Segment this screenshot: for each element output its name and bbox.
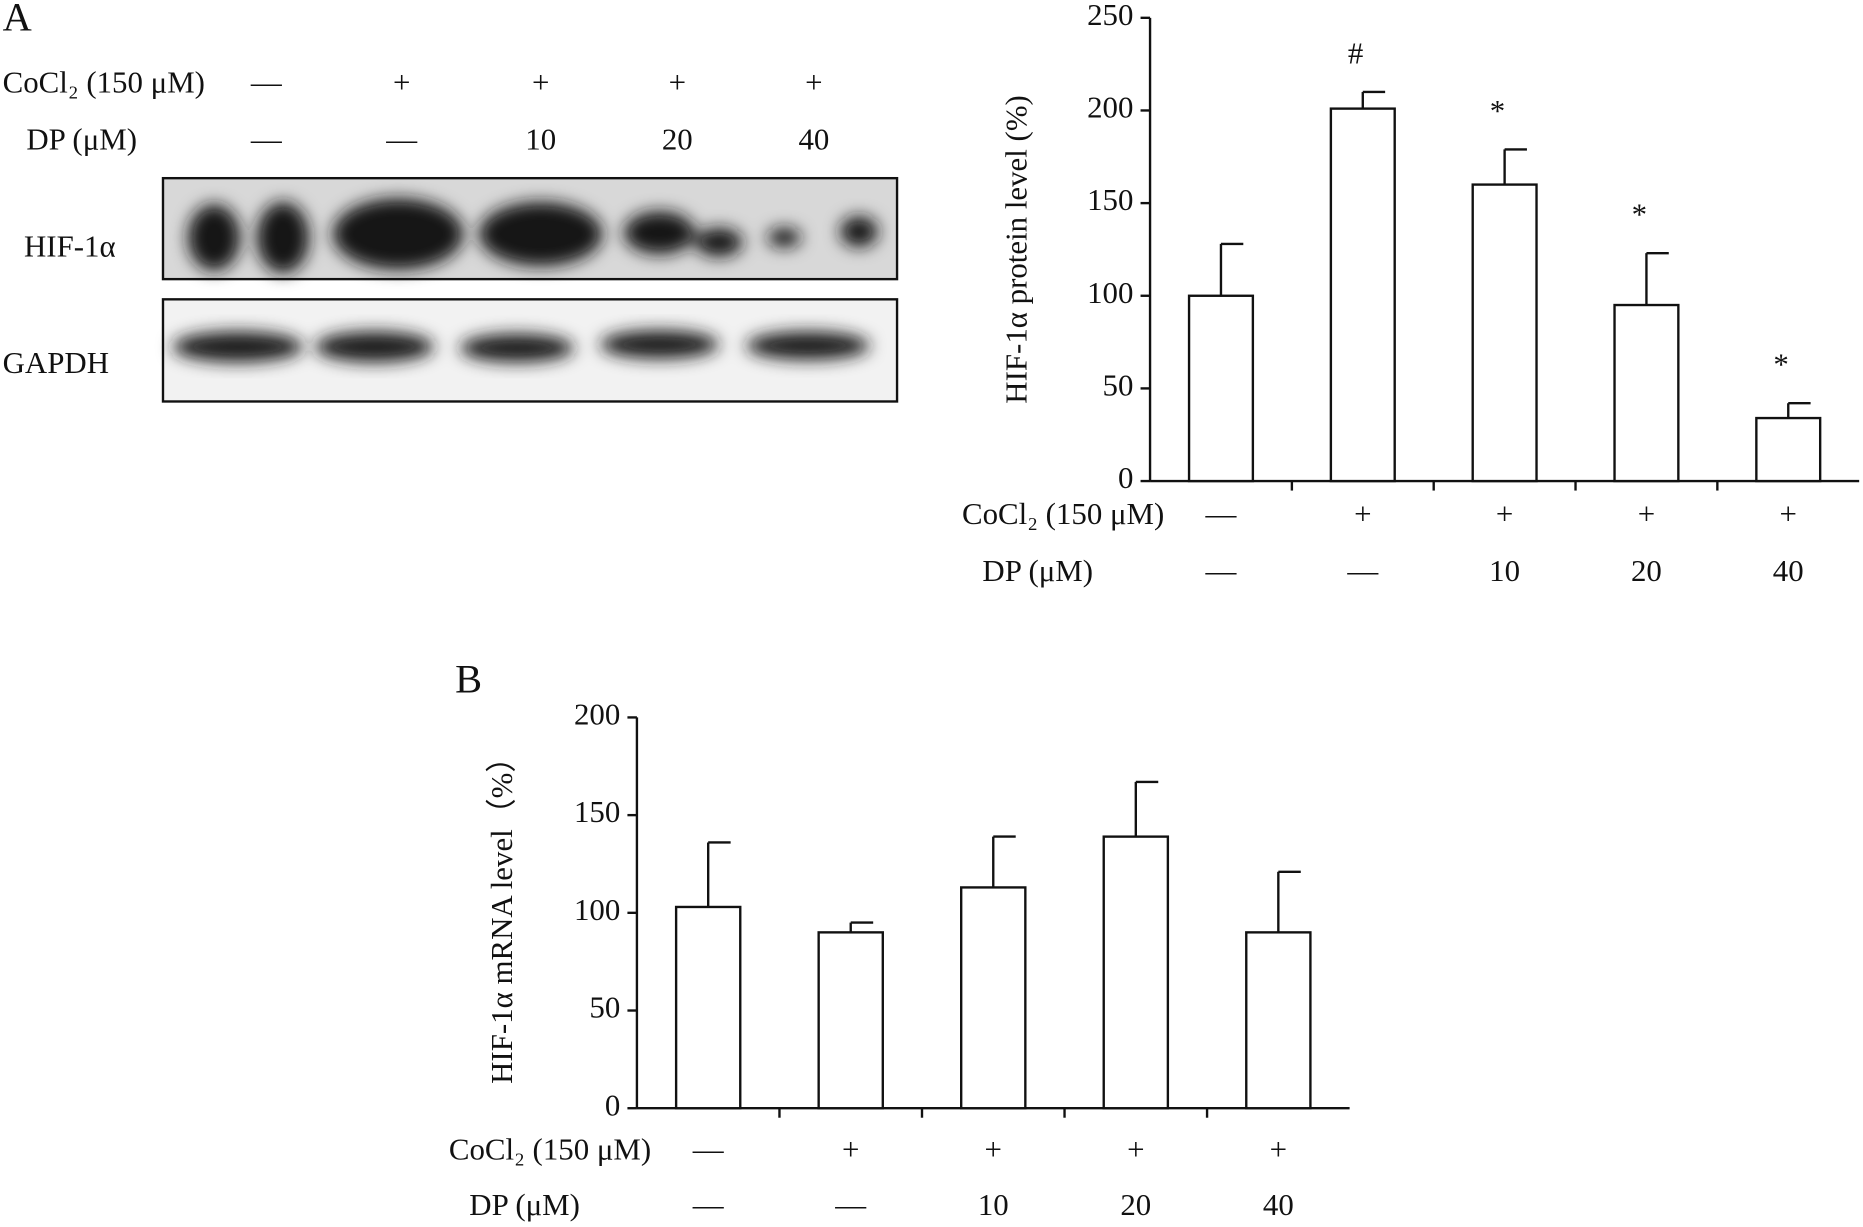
band-label: GAPDH (3, 345, 109, 380)
y-tick-label: 250 (1087, 0, 1133, 32)
bar (1187, 294, 1255, 483)
band-label: HIF-1α (24, 229, 116, 264)
lane-condition: + (532, 65, 549, 100)
y-tick-label: 150 (1087, 182, 1133, 217)
condition: 40 (1263, 1187, 1294, 1222)
bar (1102, 835, 1170, 1110)
row-label: CoCl₂ (150 μM) (3, 65, 205, 100)
lane-condition: 40 (798, 122, 829, 157)
significance-marker: * (1490, 93, 1505, 128)
row-label: DP (μM) (26, 122, 137, 157)
significance-marker: * (1632, 197, 1647, 232)
y-tick-label: 50 (1103, 368, 1134, 403)
bar (960, 886, 1027, 1110)
condition: + (1780, 496, 1797, 531)
y-tick-label: 200 (574, 697, 620, 732)
panel-label: A (3, 0, 32, 40)
bands-hif (187, 198, 879, 274)
bar (1471, 183, 1538, 483)
condition: + (1354, 496, 1371, 531)
lane-condition: 20 (662, 122, 693, 157)
western-blot: HIF-1α GAPDH (3, 176, 899, 403)
condition: — (692, 1131, 725, 1166)
lane-condition: + (805, 65, 822, 100)
panel-label: B (455, 656, 482, 701)
y-tick-label: 200 (1087, 90, 1133, 125)
lane-condition: + (669, 65, 686, 100)
y-axis-label: HIF-1α protein level (%) (998, 95, 1033, 404)
lane-condition: 10 (525, 122, 556, 157)
bar (817, 931, 884, 1110)
row-label: CoCl₂ (150 μM) (449, 1131, 651, 1166)
condition: 20 (1120, 1187, 1151, 1222)
lane-condition: — (385, 122, 418, 157)
y-tick-label: 150 (574, 794, 620, 829)
condition: + (1270, 1131, 1287, 1166)
row-label: DP (μM) (469, 1187, 580, 1222)
y-tick-label: 100 (1087, 275, 1133, 310)
condition: 20 (1631, 553, 1662, 588)
condition: — (692, 1187, 725, 1222)
y-tick-label: 50 (589, 990, 620, 1025)
condition: — (834, 1187, 867, 1222)
condition: — (1205, 496, 1238, 531)
row-label: DP (μM) (982, 553, 1093, 588)
significance-marker: # (1348, 35, 1363, 70)
bar (1329, 107, 1396, 483)
bands-gapdh (172, 330, 870, 363)
condition: + (1638, 496, 1655, 531)
condition: 10 (1489, 553, 1520, 588)
lane-condition: — (250, 122, 283, 157)
condition: + (985, 1131, 1002, 1166)
y-tick-label: 0 (1118, 460, 1133, 495)
condition: + (842, 1131, 859, 1166)
condition: 40 (1773, 553, 1804, 588)
bar (1245, 931, 1312, 1110)
significance-marker: * (1773, 347, 1788, 382)
condition: + (1496, 496, 1513, 531)
bar (674, 905, 742, 1110)
condition: + (1127, 1131, 1144, 1166)
lane-condition: — (250, 65, 283, 100)
y-axis-label: HIF-1α mRNA level（%） (484, 742, 519, 1084)
condition: 10 (978, 1187, 1009, 1222)
condition: — (1346, 553, 1379, 588)
condition: — (1205, 553, 1238, 588)
row-label: CoCl₂ (150 μM) (962, 496, 1164, 531)
lane-condition: + (393, 65, 410, 100)
bar (1613, 303, 1680, 483)
y-tick-label: 0 (605, 1087, 620, 1122)
y-tick-label: 100 (574, 892, 620, 927)
bar (1755, 416, 1822, 483)
